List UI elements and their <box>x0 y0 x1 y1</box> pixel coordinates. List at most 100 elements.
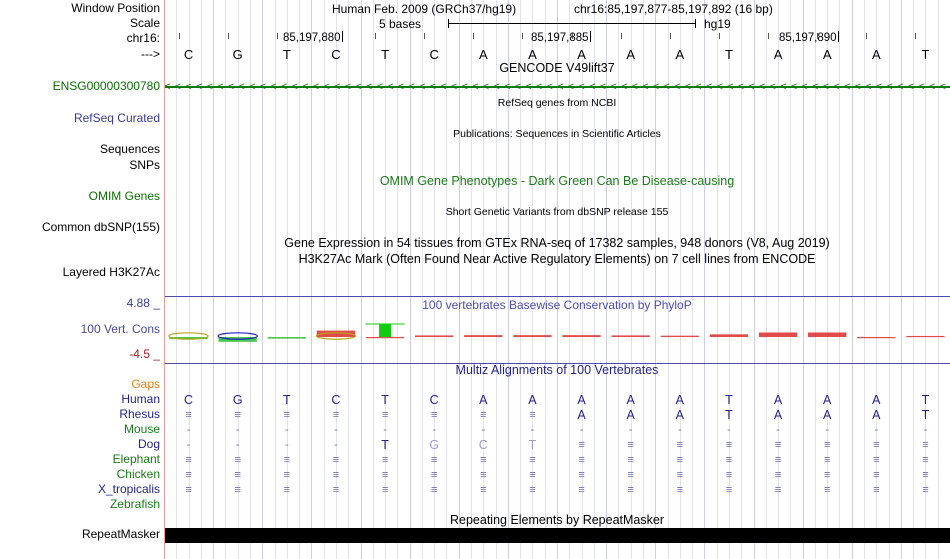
multiz-cell: ≡ <box>234 454 241 466</box>
base-letter: A <box>871 47 881 62</box>
gencode-track-title[interactable]: GENCODE V49lift37 <box>499 61 615 75</box>
multiz-row-rhesus[interactable]: ≡ ≡ ≡ ≡ ≡ ≡ ≡ ≡ A A A T A A A T <box>164 408 950 423</box>
label-common-dbsnp[interactable]: Common dbSNP(155) <box>41 220 160 234</box>
multiz-cell: ≡ <box>922 469 929 481</box>
multiz-cell: ≡ <box>823 454 831 466</box>
label-sequences[interactable]: Sequences <box>99 142 160 156</box>
repeatmasker-feature-bar[interactable] <box>164 528 950 543</box>
label-zebrafish[interactable]: Zebrafish <box>109 497 160 511</box>
base-letter: T <box>921 47 930 62</box>
label-gencode[interactable]: ENSG00000300780 <box>52 79 160 93</box>
base-letter: A <box>577 47 586 62</box>
phylop-bar <box>611 335 650 338</box>
scale-bar-right-cap <box>695 19 696 28</box>
ruler-tick-mark-1 <box>589 31 591 42</box>
base-letter: T <box>724 47 733 62</box>
multiz-cell: ≡ <box>529 484 536 496</box>
multiz-cell: - <box>874 424 879 436</box>
multiz-cell: ≡ <box>332 484 340 496</box>
label-omim-genes[interactable]: OMIM Genes <box>88 189 160 203</box>
multiz-cell: ≡ <box>381 484 389 496</box>
repeatmasker-track-title[interactable]: Repeating Elements by RepeatMasker <box>449 513 664 527</box>
multiz-cell: A <box>577 408 586 422</box>
multiz-cell: ≡ <box>430 454 438 466</box>
multiz-row-chicken[interactable]: ≡ ≡ ≡ ≡ ≡ ≡ ≡ ≡ ≡ ≡ ≡ ≡ ≡ ≡ ≡ ≡ <box>164 468 950 483</box>
label-dog[interactable]: Dog <box>137 437 160 451</box>
h3k27ac-track-title[interactable]: H3K27Ac Mark (Often Found Near Active Re… <box>298 252 816 266</box>
phylop-conservation-track[interactable]: 100 vertebrates Basewise Conservation by… <box>164 296 950 364</box>
ruler-minor-tick <box>866 33 867 39</box>
label-strand-arrow: ---> <box>141 47 160 61</box>
ruler-tick-label-1: 85,197,885 <box>531 31 591 44</box>
multiz-cell: - <box>923 424 928 436</box>
ruler-minor-tick <box>719 33 720 39</box>
multiz-cell: ≡ <box>627 439 634 451</box>
label-layered-h3k27ac[interactable]: Layered H3K27Ac <box>62 265 160 279</box>
phylop-bar <box>857 337 896 339</box>
multiz-row-gaps[interactable] <box>164 378 950 393</box>
label-snps[interactable]: SNPs <box>129 158 160 172</box>
ruler-tick-text-1: 85,197,885 <box>531 32 589 44</box>
label-100-vert-cons[interactable]: 100 Vert. Cons <box>80 322 160 336</box>
ruler-tick-text-0: 85,197,880 <box>283 32 341 44</box>
label-rhesus[interactable]: Rhesus <box>119 407 160 421</box>
label-chicken[interactable]: Chicken <box>116 467 160 481</box>
multiz-cell: T <box>282 393 291 407</box>
multiz-cell: A <box>872 393 881 407</box>
phylop-bar <box>660 335 699 338</box>
label-mouse[interactable]: Mouse <box>123 422 160 436</box>
multiz-cell: ≡ <box>283 454 291 466</box>
label-scale: Scale <box>129 16 160 30</box>
multiz-cell: ≡ <box>430 409 438 421</box>
multiz-cell: ≡ <box>430 469 438 481</box>
multiz-cell: T <box>725 393 733 407</box>
base-letter: A <box>626 47 636 62</box>
base-letter: A <box>478 47 488 62</box>
base-letter: G <box>232 47 243 62</box>
multiz-cell: ≡ <box>529 469 536 481</box>
multiz-cell: ≡ <box>676 454 684 466</box>
publications-track-title[interactable]: Publications: Sequences in Scientific Ar… <box>453 128 661 140</box>
phylop-wiggle <box>315 332 357 340</box>
label-gaps[interactable]: Gaps <box>131 377 160 391</box>
multiz-cell: - <box>284 424 289 436</box>
multiz-cell: - <box>235 424 240 436</box>
multiz-cell: ≡ <box>774 454 782 466</box>
multiz-row-zebrafish[interactable] <box>164 498 950 513</box>
label-x-tropicalis[interactable]: X_tropicalis <box>97 482 160 496</box>
gtex-track-title[interactable]: Gene Expression in 54 tissues from GTEx … <box>284 236 830 250</box>
multiz-cell: - <box>776 424 780 436</box>
refseq-track-title[interactable]: RefSeq genes from NCBI <box>497 97 617 109</box>
multiz-row-mouse[interactable]: ---------------- <box>164 423 950 438</box>
label-refseq-curated[interactable]: RefSeq Curated <box>73 111 160 125</box>
multiz-cell: ≡ <box>873 439 880 451</box>
multiz-cell: ≡ <box>676 484 684 496</box>
dbsnp-track-title[interactable]: Short Genetic Variants from dbSNP releas… <box>445 206 669 218</box>
multiz-row-x_tropicalis[interactable]: ≡ ≡ ≡ ≡ ≡ ≡ ≡ ≡ ≡ ≡ ≡ ≡ ≡ ≡ ≡ ≡ <box>164 483 950 498</box>
multiz-cell: - <box>628 424 633 436</box>
multiz-row-elephant[interactable]: ≡ ≡ ≡ ≡ ≡ ≡ ≡ ≡ ≡ ≡ ≡ ≡ ≡ ≡ ≡ ≡ <box>164 453 950 468</box>
multiz-cell: ≡ <box>725 484 733 496</box>
multiz-cell: ≡ <box>430 484 438 496</box>
phylop-bar <box>808 332 847 338</box>
ruler-tick-label-0: 85,197,880 <box>283 31 343 44</box>
label-human[interactable]: Human <box>121 392 160 406</box>
multiz-cell: ≡ <box>185 454 192 466</box>
multiz-cell: A <box>626 393 635 407</box>
label-elephant[interactable]: Elephant <box>112 452 160 466</box>
multiz-cell: T <box>921 393 930 407</box>
multiz-cell: A <box>675 393 684 407</box>
ruler-minor-tick <box>228 33 229 39</box>
multiz-cell: C <box>478 438 488 452</box>
center-position-line <box>164 0 165 559</box>
position-label[interactable]: chr16:85,197,877-85,197,892 (16 bp) <box>574 2 773 16</box>
label-repeatmasker[interactable]: RepeatMasker <box>81 527 160 541</box>
track-data-area[interactable]: Human Feb. 2009 (GRCh37/hg19) chr16:85,1… <box>164 0 950 559</box>
multiz-track-title[interactable]: Multiz Alignments of 100 Vertebrates <box>455 363 659 377</box>
omim-track-title[interactable]: OMIM Gene Phenotypes - Dark Green Can Be… <box>379 174 735 188</box>
multiz-cell: - <box>481 424 486 436</box>
multiz-row-dog[interactable]: - - - - T G C T ≡ ≡ ≡ ≡ ≡ ≡ ≡ ≡ <box>164 438 950 453</box>
base-letter: C <box>183 47 194 62</box>
gencode-transcript-line[interactable] <box>164 86 950 88</box>
